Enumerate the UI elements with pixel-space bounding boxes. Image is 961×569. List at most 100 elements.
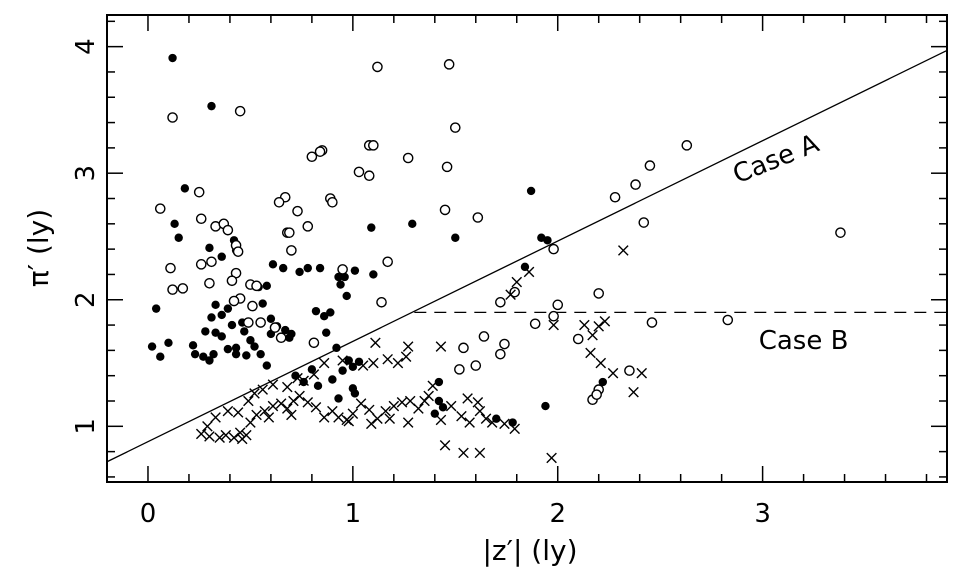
filled-circle-point <box>543 236 552 245</box>
filled-circle-point <box>307 365 317 374</box>
filled-circle-point <box>598 377 608 387</box>
cross-point <box>257 384 269 395</box>
cross-point <box>462 393 473 404</box>
cross-point <box>427 380 439 392</box>
cross-point <box>234 427 246 438</box>
open-circle-point <box>255 317 266 328</box>
open-circle-point <box>302 221 314 232</box>
cross-point <box>337 355 348 366</box>
cross-point <box>435 414 447 426</box>
filled-circle-point <box>209 349 218 359</box>
filled-circle-point <box>250 342 259 351</box>
filled-circle-point <box>262 361 272 370</box>
cross-point <box>204 431 215 442</box>
open-circle-point <box>308 337 320 349</box>
cross-point <box>392 357 404 369</box>
open-circle-point <box>167 112 178 123</box>
case-b-label: Case B <box>759 326 849 356</box>
filled-circle-point <box>334 394 343 403</box>
filled-circle-point <box>246 336 255 345</box>
filled-circle-point <box>231 349 241 359</box>
cross-point <box>357 360 369 371</box>
open-circle-point <box>314 146 326 157</box>
cross-point <box>435 341 447 352</box>
filled-circle-point <box>303 263 312 273</box>
cross-point <box>456 410 467 422</box>
filled-circle-point <box>338 366 347 375</box>
filled-circle-point <box>541 401 550 411</box>
cross-point <box>232 407 244 418</box>
cross-point <box>402 341 414 352</box>
open-circle-point <box>337 264 348 275</box>
open-circle-point <box>458 342 469 354</box>
cross-point <box>636 367 648 379</box>
open-circle-point <box>495 296 506 308</box>
filled-circle-point <box>313 381 323 391</box>
open-circle-point <box>529 318 541 330</box>
filled-circle-point <box>190 349 200 359</box>
filled-circle-point <box>231 343 241 353</box>
cross-point <box>486 417 498 428</box>
open-circle-point <box>630 179 641 190</box>
cross-point <box>384 413 396 425</box>
cross-point <box>511 276 523 288</box>
open-circle-point <box>226 275 238 287</box>
filled-circle-point <box>205 243 214 253</box>
cross-point <box>220 429 232 441</box>
filled-circle-point <box>451 233 460 242</box>
cross-point <box>388 400 400 412</box>
open-circle-point <box>292 205 303 217</box>
open-circle-point <box>495 348 506 360</box>
open-circle-point <box>552 299 564 311</box>
open-circle-point <box>470 360 482 371</box>
filled-circle-point <box>336 280 345 289</box>
cross-point <box>294 390 305 402</box>
cross-point <box>523 266 535 278</box>
open-circle-point <box>638 217 650 228</box>
open-circle-point <box>441 161 453 173</box>
cross-point <box>472 396 484 408</box>
cross-point <box>267 400 279 412</box>
cross-point <box>195 428 207 440</box>
cross-point <box>595 357 607 369</box>
filled-circle-point <box>217 332 226 341</box>
data-points <box>147 53 846 464</box>
filled-circle-point <box>242 351 251 360</box>
open-circle-point <box>443 59 455 70</box>
cross-point <box>286 409 297 421</box>
cross-point <box>259 405 271 417</box>
cross-point <box>546 452 557 464</box>
filled-circle-point <box>188 341 198 350</box>
open-circle-point <box>609 191 621 203</box>
open-circle-point <box>306 151 318 163</box>
cross-point <box>548 319 559 331</box>
cross-point <box>585 347 596 359</box>
cross-point <box>214 432 225 443</box>
filled-circle-point <box>334 272 343 282</box>
filled-circle-point <box>434 377 444 387</box>
x-tick-label: 1 <box>345 499 362 529</box>
open-circle-point <box>449 122 461 133</box>
cross-point <box>347 408 359 419</box>
cross-point <box>298 375 309 387</box>
cross-point <box>263 412 275 423</box>
filled-circle-point <box>147 342 157 351</box>
open-circle-point <box>206 256 217 268</box>
filled-circle-point <box>151 304 161 313</box>
cross-point <box>249 388 260 399</box>
open-circle-point <box>509 286 521 298</box>
filled-circle-point <box>217 252 226 261</box>
open-circle-point <box>548 310 559 322</box>
filled-circle-point <box>278 263 288 273</box>
open-circle-point <box>363 170 375 182</box>
filled-circle-point <box>285 333 294 342</box>
filled-circle-point <box>295 267 304 277</box>
open-circle-point <box>251 280 262 292</box>
open-circle-point <box>232 246 244 257</box>
filled-circle-point <box>156 352 165 361</box>
filled-circle-point <box>299 377 308 387</box>
cross-point <box>593 321 605 332</box>
cross-point <box>474 405 486 417</box>
filled-circle-point <box>322 328 331 337</box>
cross-point <box>599 315 611 327</box>
